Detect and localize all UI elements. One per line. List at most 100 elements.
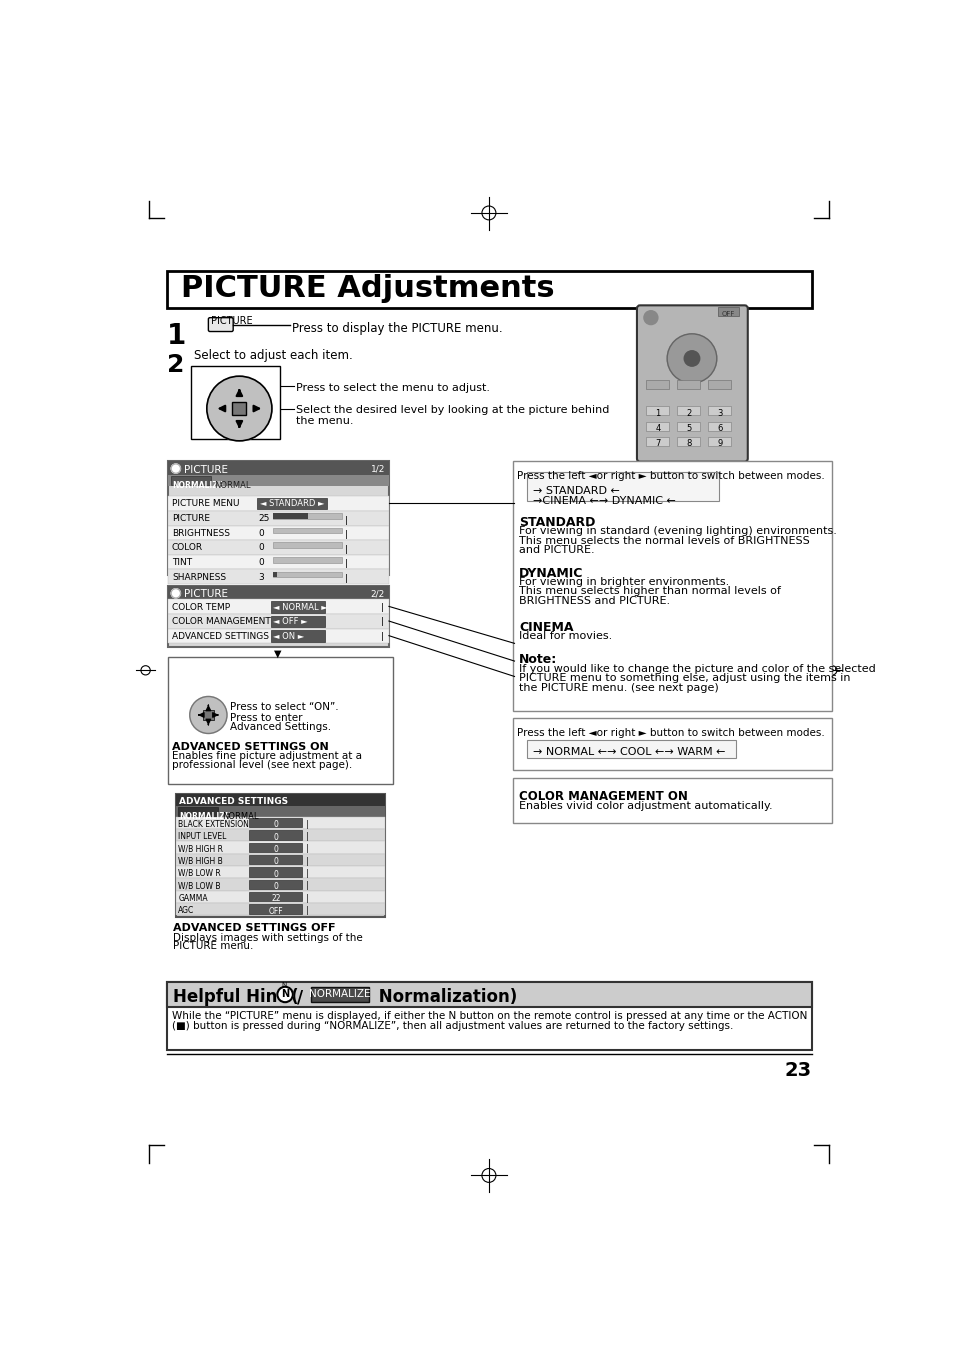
Circle shape [171, 463, 180, 473]
Text: Note:: Note: [518, 654, 557, 666]
Bar [526, 739, 736, 758]
Text: Displays images with settings of the: Displays images with settings of the [172, 934, 362, 943]
Bar [311, 986, 369, 1002]
Text: /: / [297, 989, 309, 1006]
Text: BRIGHTNESS and PICTURE.: BRIGHTNESS and PICTURE. [518, 596, 670, 605]
Bar [273, 513, 342, 519]
Bar [175, 816, 385, 830]
Bar [707, 436, 731, 446]
Text: DYNAMIC: DYNAMIC [518, 567, 583, 580]
Bar [273, 513, 307, 519]
Text: → STANDARD ←: → STANDARD ← [533, 486, 619, 496]
Text: STANDARD: STANDARD [518, 516, 595, 530]
FancyBboxPatch shape [637, 305, 747, 462]
Circle shape [207, 376, 272, 440]
Bar [271, 631, 325, 642]
Text: 0: 0 [274, 858, 278, 866]
Text: 0: 0 [274, 882, 278, 892]
Text: NORMALIZE: NORMALIZE [308, 989, 370, 998]
Text: |: | [344, 530, 347, 539]
Bar [175, 854, 385, 866]
Text: This menu selects higher than normal levels of: This menu selects higher than normal lev… [518, 586, 781, 596]
Text: 25: 25 [258, 513, 270, 523]
Bar [175, 830, 385, 842]
Text: (■) button is pressed during “NORMALIZE”, then all adjustment values are returne: (■) button is pressed during “NORMALIZE”… [172, 1020, 733, 1031]
Text: BRIGHTNESS: BRIGHTNESS [172, 528, 230, 538]
Text: PICTURE: PICTURE [211, 316, 252, 326]
Text: COLOR TEMP: COLOR TEMP [172, 603, 230, 612]
Bar [273, 571, 342, 577]
Text: PICTURE: PICTURE [183, 589, 228, 600]
Text: Normalization): Normalization) [373, 989, 517, 1006]
Text: GAMMA: GAMMA [178, 893, 208, 902]
Text: ADVANCED SETTINGS OFF: ADVANCED SETTINGS OFF [172, 923, 335, 934]
Text: ◄ NORMAL ►: ◄ NORMAL ► [274, 603, 328, 612]
Text: PICTURE: PICTURE [172, 513, 210, 523]
Bar [513, 461, 831, 711]
Bar [707, 407, 731, 416]
Text: 2: 2 [685, 408, 691, 417]
Text: |: | [306, 832, 309, 842]
Bar [273, 543, 342, 549]
Text: → NORMAL ←→ COOL ←→ WARM ←: → NORMAL ←→ COOL ←→ WARM ← [533, 747, 725, 758]
Text: |: | [306, 820, 309, 828]
Bar [249, 904, 302, 913]
Bar [249, 843, 302, 852]
Text: 1: 1 [167, 322, 187, 350]
Bar [168, 496, 389, 511]
Text: 2/2: 2/2 [371, 589, 385, 598]
Circle shape [643, 311, 658, 324]
Bar [175, 890, 385, 902]
Text: PICTURE Adjustments: PICTURE Adjustments [181, 274, 555, 303]
Text: 0: 0 [258, 558, 264, 567]
Bar [175, 805, 385, 816]
Circle shape [190, 697, 227, 734]
Bar [168, 474, 389, 485]
Text: NORMAL: NORMAL [222, 812, 258, 821]
Bar [271, 616, 325, 627]
Bar [167, 982, 811, 1050]
Text: CINEMA: CINEMA [518, 621, 573, 634]
Text: ◄ OFF ►: ◄ OFF ► [274, 617, 308, 627]
Bar [273, 557, 342, 562]
Text: This menu selects the normal levels of BRIGHTNESS: This menu selects the normal levels of B… [518, 535, 809, 546]
Bar [168, 628, 389, 643]
Bar [168, 570, 389, 584]
Text: 0: 0 [258, 543, 264, 553]
Text: 5: 5 [685, 424, 691, 432]
Text: 22: 22 [271, 894, 280, 904]
Text: W/B HIGH R: W/B HIGH R [178, 844, 223, 854]
Bar [167, 982, 811, 1006]
Text: COLOR MANAGEMENT ON: COLOR MANAGEMENT ON [518, 790, 687, 804]
Bar [249, 867, 302, 877]
Bar [167, 272, 811, 308]
Bar [175, 902, 385, 915]
Bar [168, 585, 389, 647]
Text: 3: 3 [717, 408, 721, 417]
Text: |: | [344, 574, 347, 584]
Text: For viewing in standard (evening lighting) environments.: For viewing in standard (evening lightin… [518, 527, 836, 536]
Text: COLOR: COLOR [172, 543, 203, 553]
Text: BLACK EXTENSION: BLACK EXTENSION [178, 820, 249, 828]
Circle shape [683, 351, 699, 366]
Text: ▼: ▼ [274, 648, 281, 659]
Text: |: | [344, 559, 347, 569]
Text: Press the left ◄or right ► button to switch between modes.: Press the left ◄or right ► button to swi… [517, 471, 823, 481]
Circle shape [171, 589, 180, 598]
Bar [175, 842, 385, 854]
Text: PICTURE MENU: PICTURE MENU [172, 500, 239, 508]
Text: Select to adjust each item.: Select to adjust each item. [193, 349, 352, 362]
Text: Press the left ◄or right ► button to switch between modes.: Press the left ◄or right ► button to swi… [517, 728, 823, 738]
Bar [168, 657, 393, 785]
Text: 6: 6 [717, 424, 721, 432]
Bar [513, 778, 831, 823]
Bar [175, 866, 385, 878]
Bar [168, 526, 389, 540]
Bar [717, 307, 739, 316]
Bar [249, 831, 302, 840]
Text: |: | [306, 907, 309, 915]
Bar [249, 819, 302, 827]
Text: |: | [306, 893, 309, 902]
Text: 0: 0 [274, 870, 278, 878]
Text: |: | [344, 516, 347, 524]
